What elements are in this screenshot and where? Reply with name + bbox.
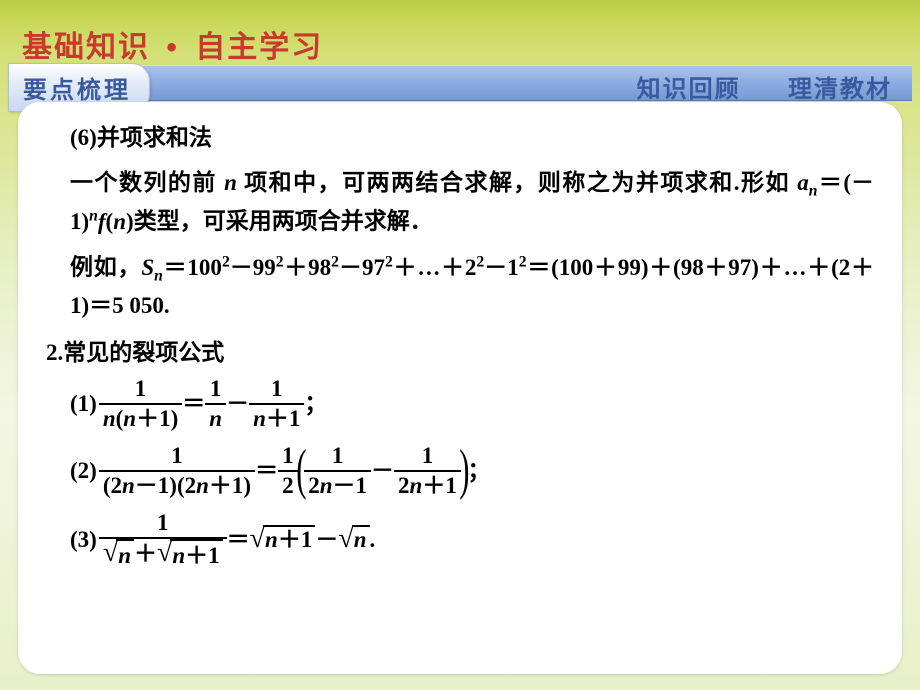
p2-sup-n: n <box>89 207 98 224</box>
main-title: 基础知识 • 自主学习 <box>22 22 323 66</box>
s2: 2 <box>276 253 284 270</box>
f3m: － <box>315 528 338 551</box>
p2-n: n <box>224 170 237 195</box>
p2a: 一个数列的前 <box>70 170 224 195</box>
f1d2: n <box>205 405 226 433</box>
f2in1n: 1 <box>304 442 371 472</box>
f1n1: 1 <box>99 375 182 405</box>
f3end: . <box>370 528 376 551</box>
p3a: 例如， <box>70 255 141 280</box>
f2-lparen: ( <box>296 448 306 493</box>
f2hd: 2 <box>278 472 298 500</box>
f1d1: n(n＋1) <box>99 405 182 433</box>
p2-f: f <box>98 209 106 234</box>
f2n1: 1 <box>99 442 255 472</box>
f2-frac1: 1 (2n－1)(2n＋1) <box>99 442 255 499</box>
f1d3: n＋1 <box>249 405 304 433</box>
slide-frame: 基础知识 • 自主学习 要点梳理 知识回顾 理清教材 (6)并项求和法 一个数列… <box>0 0 920 690</box>
f3-sqrt4: √n <box>338 525 369 553</box>
p3c: －99 <box>230 255 276 280</box>
f2in2n: 1 <box>394 442 461 472</box>
s1: 2 <box>222 253 230 270</box>
p3b: ＝100 <box>163 255 222 280</box>
f2-rparen: ) <box>459 448 469 493</box>
f2-lbl: (2) <box>70 459 97 482</box>
p2-n2: n <box>113 209 126 234</box>
f2d1: (2n－1)(2n＋1) <box>99 472 255 500</box>
p2c: 类型，可采用两项合并求解． <box>134 209 433 234</box>
f1-frac2: 1 n <box>205 375 226 432</box>
title-left: 基础知识 <box>22 31 150 64</box>
f3-sqrt3: √n＋1 <box>250 525 316 553</box>
f1n2: 1 <box>205 375 226 405</box>
f2-frac-in1: 1 2n－1 <box>304 442 371 499</box>
content-card: (6)并项求和法 一个数列的前 n 项和中，可两两结合求解，则称之为并项求和.形… <box>18 102 902 674</box>
s4: 2 <box>385 253 393 270</box>
f1-frac1: 1 n(n＋1) <box>99 375 182 432</box>
section-2-head: 2.常见的裂项公式 <box>46 333 874 367</box>
p3e: －97 <box>339 255 385 280</box>
f1m: － <box>226 392 249 415</box>
p3f: ＋…＋2 <box>393 255 477 280</box>
p2b: 项和中，可两两结合求解，则称之为并项求和.形如 <box>237 170 797 195</box>
f2-frac-in2: 1 2n＋1 <box>394 442 461 499</box>
f2hn: 1 <box>278 442 298 472</box>
sub-right-a: 知识回顾 <box>637 76 741 103</box>
f3-sqrt1: √n <box>103 539 134 570</box>
title-dot: • <box>166 31 179 64</box>
f3n: 1 <box>99 509 227 539</box>
f1end: ； <box>304 392 327 415</box>
sub-right: 知识回顾 理清教材 <box>637 69 892 104</box>
sec2-text: 2.常见的裂项公式 <box>46 340 224 365</box>
p3g: －1 <box>484 255 519 280</box>
sub-header-bar: 要点梳理 知识回顾 理清教材 <box>8 65 912 101</box>
para-6-title: (6)并项求和法 <box>46 120 874 157</box>
sub-tab-label: 要点梳理 <box>23 77 131 104</box>
formula-2: (2) 1 (2n－1)(2n＋1) ＝ 1 2 ( 1 2n－1 － 1 2n… <box>70 442 874 499</box>
f1-lbl: (1) <box>70 392 97 415</box>
f2in2d: 2n＋1 <box>394 472 461 500</box>
f3eq: ＝ <box>227 528 250 551</box>
s6: 2 <box>519 253 527 270</box>
formula-1: (1) 1 n(n＋1) ＝ 1 n － 1 n＋1 ； <box>70 375 874 432</box>
p3d: ＋98 <box>284 255 332 280</box>
f2eq: ＝ <box>255 459 278 482</box>
para-6-body: 一个数列的前 n 项和中，可两两结合求解，则称之为并项求和.形如 an＝(－1)… <box>46 165 874 241</box>
f2in1d: 2n－1 <box>304 472 371 500</box>
f2m: － <box>371 459 394 482</box>
sub-right-b: 理清教材 <box>788 76 892 103</box>
example-line: 例如，Sn＝1002－992＋982－972＋…＋22－12＝(100＋99)＋… <box>46 249 874 325</box>
f2-half: 1 2 <box>278 442 298 499</box>
p2-cl: ) <box>126 209 134 234</box>
p1-text: (6)并项求和法 <box>70 125 212 150</box>
f1-frac3: 1 n＋1 <box>249 375 304 432</box>
title-right: 自主学习 <box>195 31 323 64</box>
f3-lbl: (3) <box>70 528 97 551</box>
f3d: √n＋√n＋1 <box>99 539 227 570</box>
f2end: ； <box>468 459 491 482</box>
p3-sub: n <box>154 267 163 284</box>
s3: 2 <box>331 253 339 270</box>
f3-frac: 1 √n＋√n＋1 <box>99 509 227 569</box>
f3-sqrt2: √n＋1 <box>157 539 223 570</box>
p2-a: a <box>797 170 809 195</box>
f1eq: ＝ <box>182 392 205 415</box>
p3-S: S <box>141 255 154 280</box>
formula-3: (3) 1 √n＋√n＋1 ＝ √n＋1 － √n . <box>70 509 874 569</box>
f1n3: 1 <box>249 375 304 405</box>
